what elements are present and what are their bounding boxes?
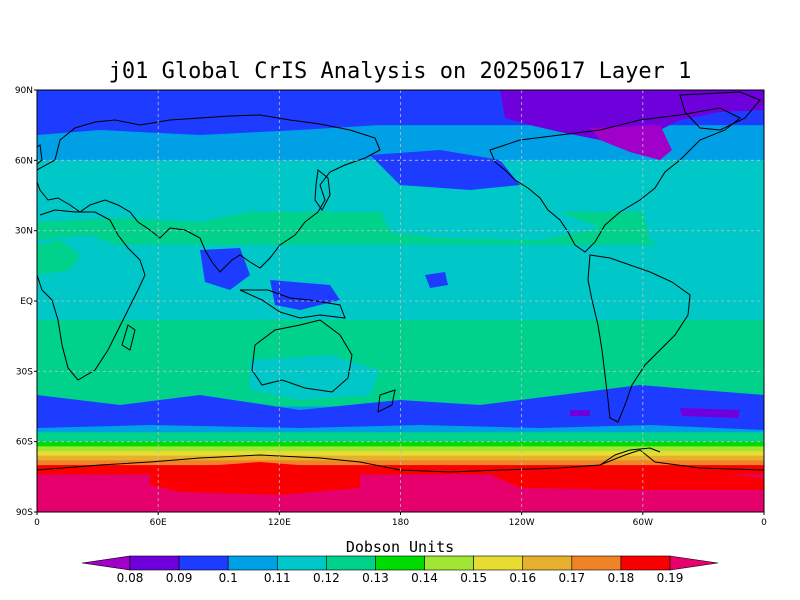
pacific-blue-spot: [425, 272, 448, 288]
colorbar-box: [424, 555, 474, 571]
central-pacific-patch: [380, 205, 600, 240]
colorbar-label: 0.14: [411, 571, 438, 585]
ozone-field: [37, 90, 764, 512]
southern-low-west: [37, 385, 764, 430]
longitude-ticks: 0 60E 120E 180 120W 60W 0: [34, 512, 767, 528]
coast-new-zealand: [377, 389, 396, 413]
coast-madagascar: [121, 324, 136, 351]
colorbar-box: [473, 555, 524, 571]
colorbar-box: [522, 555, 573, 571]
zonal-band-9: [37, 446, 764, 452]
colorbar-label: 0.17: [558, 571, 585, 585]
south-atlantic-purple: [680, 408, 740, 418]
lon-tick-label: 60E: [150, 518, 167, 528]
colorbar-box: [276, 555, 327, 571]
zonal-band-7: [37, 432, 764, 443]
coast-north-america: [489, 107, 741, 253]
coast-indonesia: [239, 289, 346, 319]
colorbar: 0.08 0.09 0.1 0.11 0.12 0.13 0.14 0.15 0.16 0.17 0…: [81, 555, 719, 585]
colorbar-label: 0.11: [264, 571, 291, 585]
atlantic-patch: [640, 195, 764, 268]
lat-tick-label: 30N: [15, 227, 33, 237]
colorbar-box: [620, 555, 671, 571]
colorbar-box: [227, 555, 278, 571]
coast-south-america: [587, 254, 691, 423]
colorbar-box: [375, 555, 425, 571]
colorbar-low-arrow: [81, 555, 131, 571]
lat-tick-label: 90N: [15, 86, 33, 96]
units-label: Dobson Units: [346, 538, 454, 556]
graticule: [37, 90, 764, 512]
eurasia-high-patch: [37, 105, 420, 135]
lon-tick-label: 0: [34, 518, 40, 528]
colorbar-box: [129, 555, 180, 571]
colorbar-label: 0.1: [219, 571, 238, 585]
australia-south-patch: [250, 355, 380, 400]
colorbar-label: 0.19: [657, 571, 684, 585]
coast-japan: [314, 169, 331, 211]
coast-greenland: [679, 91, 761, 131]
lat-tick-label: 30S: [16, 367, 33, 377]
zonal-band-10: [37, 451, 764, 457]
colorbar-label: 0.09: [166, 571, 193, 585]
colorbar-label: 0.16: [509, 571, 536, 585]
map-title: j01 Global CrIS Analysis on 20250617 Lay…: [109, 59, 692, 84]
colorbar-label: 0.13: [362, 571, 389, 585]
lon-tick-label: 0: [761, 518, 767, 528]
lon-tick-label: 60W: [633, 518, 653, 528]
colorbar-box: [326, 555, 376, 571]
arctic-low-patch: [500, 90, 764, 148]
lat-tick-label: 90S: [16, 508, 33, 518]
indian-ocean-blue: [200, 248, 250, 290]
latitude-ticks: 90N 60N 30N EQ 30S 60S 90S: [15, 86, 37, 518]
coast-antarctic-peninsula: [599, 447, 661, 466]
lat-tick-label: EQ: [20, 297, 33, 307]
arctic-purple-tongue: [590, 125, 672, 160]
sahara-patch: [37, 240, 80, 275]
coast-africa: [37, 209, 146, 381]
colorbar-high-arrow: [669, 555, 719, 571]
colorbar-label: 0.15: [460, 571, 487, 585]
lon-tick-label: 120E: [268, 518, 291, 528]
lat-tick-label: 60S: [16, 438, 33, 448]
lon-tick-label: 180: [392, 518, 409, 528]
midlat-band-north: [37, 190, 260, 222]
colorbar-label: 0.18: [608, 571, 635, 585]
colorbar-label: 0.12: [313, 571, 340, 585]
coast-europe-asia: [37, 114, 381, 273]
colorbar-box: [571, 555, 622, 571]
coast-australia: [251, 319, 353, 393]
coastlines: [37, 91, 764, 473]
cape-horn-purple: [570, 410, 590, 416]
coast-antarctica: [37, 449, 764, 473]
colorbar-label: 0.08: [117, 571, 144, 585]
antarctic-red-lobe: [150, 462, 360, 495]
antarctic-red-east: [480, 466, 764, 490]
lat-tick-label: 60N: [15, 156, 33, 166]
lon-tick-label: 120W: [509, 518, 535, 528]
colorbar-box: [178, 555, 229, 571]
